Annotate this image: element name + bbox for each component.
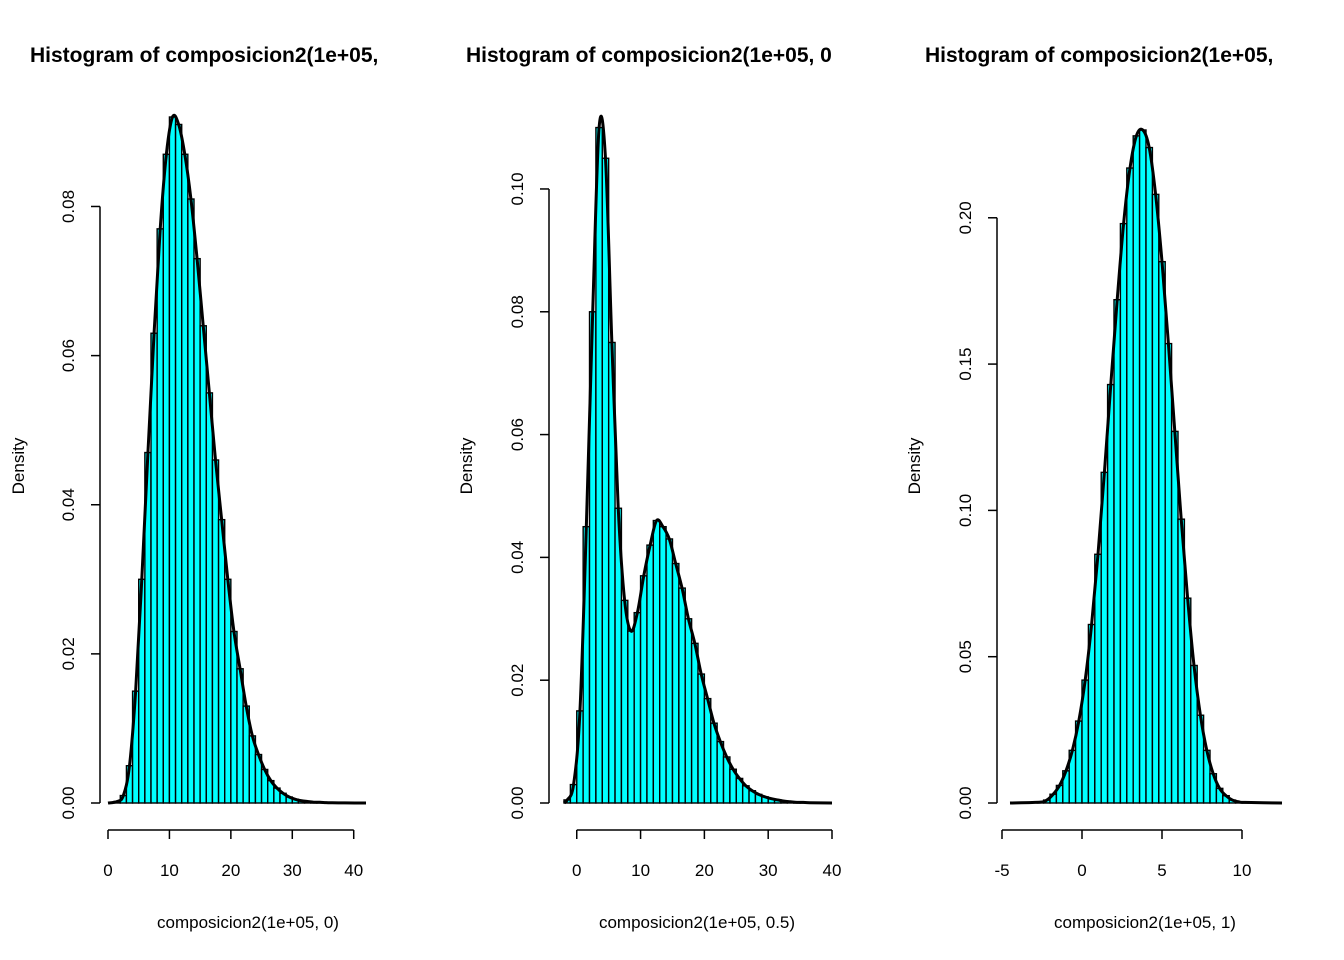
histogram-bar	[1164, 342, 1173, 804]
x-axis-label: composicion2(1e+05, 0.5)	[599, 913, 795, 932]
y-tick-label: 0.15	[956, 348, 975, 381]
y-tick-label: 0.06	[508, 418, 527, 451]
histogram-bar	[639, 575, 648, 804]
histogram-bar	[168, 116, 177, 804]
histogram-bar	[646, 544, 655, 804]
x-axis: -5 0 5 10	[994, 829, 1252, 880]
x-tick-label: 0	[1077, 861, 1086, 880]
chart-title: Histogram of composicion2(1e+05, 0	[466, 44, 832, 67]
histogram-bar	[1170, 430, 1179, 804]
histogram-bar	[224, 578, 232, 804]
histogram-bar	[659, 525, 667, 804]
bars	[1036, 129, 1250, 804]
histogram-bar	[199, 325, 207, 804]
x-axis-label: composicion2(1e+05, 0)	[157, 913, 339, 932]
histogram-bar	[1100, 471, 1109, 804]
y-tick-label: 0.06	[59, 339, 78, 372]
chart-title: Histogram of composicion2(1e+05,	[925, 44, 1273, 67]
histogram-bar	[671, 562, 680, 804]
histogram-bar	[665, 538, 674, 804]
histogram-bar	[697, 673, 706, 804]
y-tick-label: 0.02	[508, 664, 527, 697]
density-curve	[562, 114, 833, 805]
density-curve	[107, 113, 367, 805]
histogram-bar	[678, 587, 686, 804]
histogram-bar	[181, 153, 189, 804]
y-axis: 0.00 0.02 0.04 0.06 0.08	[59, 190, 101, 820]
histogram-bar	[162, 153, 171, 804]
x-tick-label: 20	[695, 861, 714, 880]
x-tick-label: 10	[1233, 861, 1252, 880]
x-axis: 0 10 20 30 40	[572, 829, 842, 880]
histogram-bar	[205, 392, 214, 804]
x-tick-label: 5	[1157, 861, 1166, 880]
histogram-bar	[690, 642, 699, 804]
histogram-bar	[193, 257, 201, 804]
y-tick-label: 0.10	[956, 494, 975, 527]
y-tick-label: 0.10	[508, 172, 527, 205]
histogram-bar	[1106, 383, 1115, 804]
y-axis-label: Density	[457, 437, 476, 494]
y-tick-label: 0.02	[59, 637, 78, 670]
histogram-bar	[1138, 129, 1147, 804]
histogram-bar	[620, 599, 629, 804]
histogram-bar	[1145, 146, 1154, 804]
histogram-bar	[1126, 167, 1134, 804]
y-axis: 0.00 0.02 0.04 0.06 0.08 0.10	[508, 172, 550, 820]
x-tick-label: 20	[221, 861, 240, 880]
histogram-bar	[1113, 299, 1122, 804]
y-tick-label: 0.04	[508, 541, 527, 574]
bars	[563, 126, 814, 804]
histogram-bar	[1151, 193, 1160, 804]
histogram-bar	[1119, 222, 1128, 804]
panel-2: Histogram of composicion2(1e+05, 0 Densi…	[457, 44, 841, 932]
x-tick-label: -5	[994, 861, 1009, 880]
y-tick-label: 0.00	[59, 786, 78, 819]
x-tick-label: 0	[572, 861, 581, 880]
x-tick-label: 10	[160, 861, 179, 880]
y-tick-label: 0.08	[508, 295, 527, 328]
histogram-bar	[1158, 260, 1166, 804]
y-tick-label: 0.00	[956, 786, 975, 819]
x-axis-label: composicion2(1e+05, 1)	[1054, 913, 1236, 932]
x-tick-label: 10	[631, 861, 650, 880]
y-tick-label: 0.08	[59, 190, 78, 223]
y-axis-label: Density	[9, 437, 28, 494]
histogram-bar	[710, 722, 718, 804]
histogram-bar	[211, 459, 220, 804]
histogram-bar	[633, 611, 642, 804]
y-axis: 0.00 0.05 0.10 0.15 0.20	[956, 201, 998, 820]
histogram-bar	[174, 123, 183, 804]
y-tick-label: 0.00	[508, 786, 527, 819]
x-tick-label: 30	[283, 861, 302, 880]
histogram-bar	[652, 519, 661, 804]
panel-1: Histogram of composicion2(1e+05, Density…	[9, 44, 378, 932]
y-tick-label: 0.20	[956, 201, 975, 234]
histogram-bar	[595, 126, 603, 804]
y-tick-label: 0.05	[956, 640, 975, 673]
histogram-bar	[703, 697, 712, 804]
y-axis-label: Density	[905, 437, 924, 494]
x-tick-label: 40	[823, 861, 842, 880]
x-tick-label: 30	[759, 861, 778, 880]
histogram-bar	[1132, 135, 1141, 804]
histogram-bar	[187, 198, 195, 804]
bars	[113, 116, 349, 804]
histogram-bar	[156, 228, 164, 804]
chart-title: Histogram of composicion2(1e+05,	[30, 44, 378, 67]
panel-3: Histogram of composicion2(1e+05, Density…	[905, 44, 1283, 932]
x-tick-label: 40	[344, 861, 363, 880]
histogram-bar	[627, 630, 635, 804]
histogram-bar	[217, 518, 226, 804]
histogram-bar	[684, 618, 693, 804]
density-curve	[1009, 127, 1283, 805]
x-tick-label: 0	[103, 861, 112, 880]
y-tick-label: 0.04	[59, 488, 78, 521]
x-axis: 0 10 20 30 40	[103, 829, 363, 880]
histogram-bar	[230, 630, 238, 804]
